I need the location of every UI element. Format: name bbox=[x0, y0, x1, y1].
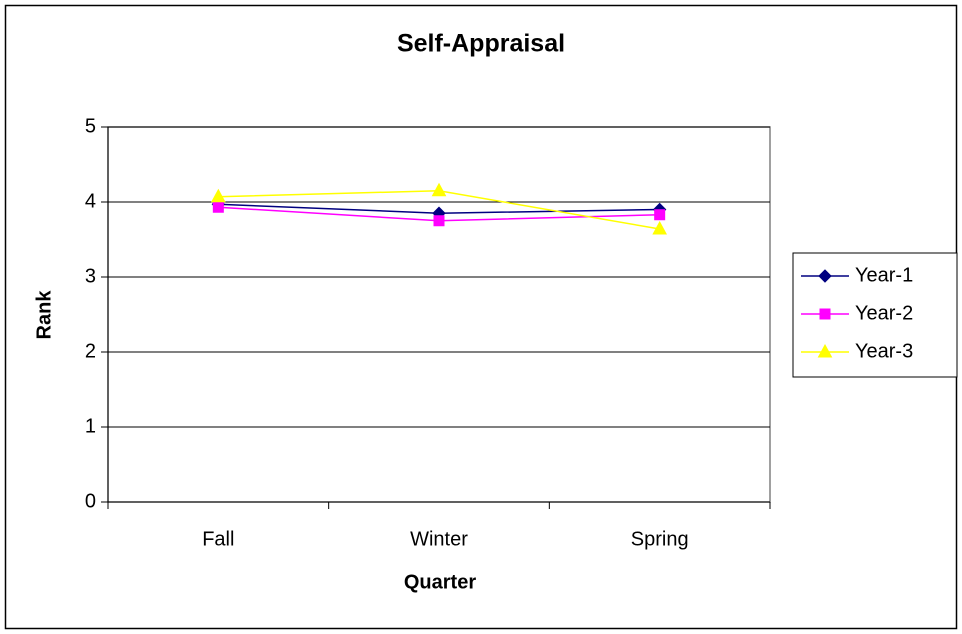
y-axis-label: Rank bbox=[33, 290, 55, 340]
x-tick-label: Winter bbox=[410, 528, 468, 550]
legend-label: Year-2 bbox=[855, 302, 913, 324]
marker bbox=[654, 209, 666, 221]
chart-title: Self-Appraisal bbox=[397, 30, 565, 58]
legend-label: Year-1 bbox=[855, 264, 913, 286]
legend-marker bbox=[817, 343, 833, 358]
x-axis-label: Quarter bbox=[404, 571, 476, 593]
y-tick-label: 2 bbox=[85, 340, 96, 362]
marker bbox=[652, 220, 668, 235]
legend-label: Year-3 bbox=[855, 340, 913, 362]
y-tick-label: 5 bbox=[85, 115, 96, 137]
y-tick-label: 1 bbox=[85, 415, 96, 437]
legend-marker bbox=[818, 269, 832, 283]
marker bbox=[433, 215, 445, 227]
y-tick-label: 0 bbox=[85, 490, 96, 512]
x-tick-label: Fall bbox=[202, 528, 234, 550]
y-tick-label: 3 bbox=[85, 265, 96, 287]
x-tick-label: Spring bbox=[631, 528, 689, 550]
y-tick-label: 4 bbox=[85, 190, 96, 212]
marker bbox=[431, 182, 447, 197]
marker bbox=[212, 201, 224, 213]
marker bbox=[210, 188, 226, 203]
legend-marker bbox=[819, 308, 831, 320]
